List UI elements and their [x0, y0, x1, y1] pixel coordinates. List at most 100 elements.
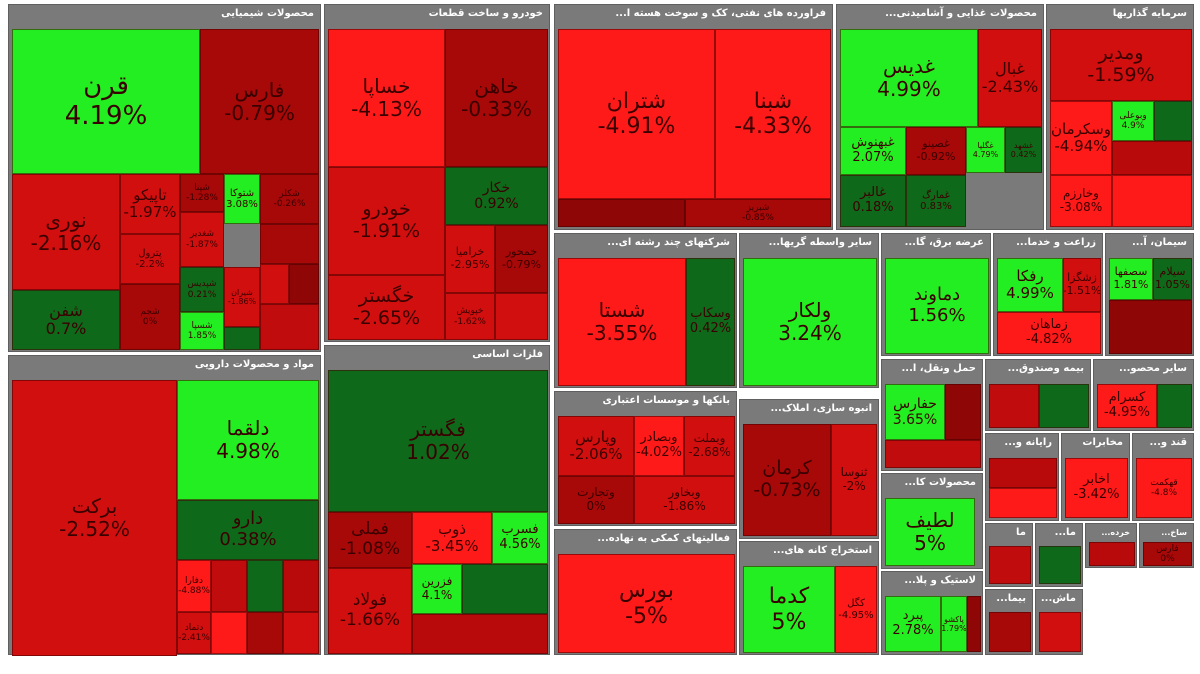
minor-symbol-tile[interactable] — [247, 612, 283, 654]
symbol-tile[interactable]: لطیف 5% — [885, 498, 975, 566]
sector-tile[interactable]: محصولات کا... لطیف 5% — [881, 473, 983, 569]
symbol-tile[interactable]: شتوکا 3.08% — [224, 174, 260, 224]
symbol-tile[interactable]: فارس -0.79% — [200, 29, 319, 174]
minor-symbol-tile[interactable] — [989, 488, 1057, 518]
symbol-tile[interactable]: ومدیر -1.59% — [1050, 29, 1192, 101]
symbol-tile[interactable]: وبملت -2.68% — [684, 416, 735, 476]
symbol-tile[interactable]: وپارس -2.06% — [558, 416, 634, 476]
symbol-tile[interactable]: وتجارت 0% — [558, 476, 634, 524]
minor-symbol-tile[interactable] — [1112, 141, 1192, 175]
minor-symbol-tile[interactable] — [1109, 300, 1192, 354]
symbol-tile[interactable]: سصفها 1.81% — [1109, 258, 1153, 300]
symbol-tile[interactable]: غبال -2.43% — [978, 29, 1042, 127]
sector-othermine[interactable]: سایر محصو... کسرام -4.95% — [1093, 359, 1194, 431]
sector-it[interactable]: رایانه و... — [985, 433, 1059, 521]
symbol-tile[interactable]: غدیس 4.99% — [840, 29, 978, 127]
sector-rubber[interactable]: لاستیک و پلا... پبرد 2.78% پاکشو 1.79% — [881, 571, 983, 655]
minor-symbol-tile[interactable] — [260, 224, 319, 264]
symbol-tile[interactable]: اخابر -3.42% — [1065, 458, 1128, 518]
symbol-tile[interactable]: فولاد -1.66% — [328, 568, 412, 654]
symbol-tile[interactable]: غالبر 0.18% — [840, 175, 906, 227]
symbol-tile[interactable]: غصینو -0.92% — [906, 127, 966, 175]
symbol-tile[interactable]: دارو 0.38% — [177, 500, 319, 560]
sector-invest[interactable]: سرمایه گذاریها ومدیر -1.59% وسکرمان -4.94% وخ… — [1046, 4, 1194, 230]
sector-s_bima[interactable]: بیما... — [985, 589, 1033, 655]
symbol-tile[interactable]: شفن 0.7% — [12, 290, 120, 350]
symbol-tile[interactable]: دماوند 1.56% — [885, 258, 989, 354]
symbol-tile[interactable]: شستا -3.55% — [558, 258, 686, 386]
symbol-tile[interactable]: برکت -2.52% — [12, 380, 177, 656]
symbol-tile[interactable]: دفارا -4.88% — [177, 560, 211, 612]
minor-symbol-tile[interactable] — [462, 564, 548, 614]
minor-symbol-tile[interactable] — [967, 596, 981, 652]
sector-metals[interactable]: فلزات اساسی فگستر 1.02% فملی -1.08% فولاد -1.6… — [324, 345, 550, 655]
symbol-tile[interactable]: خگستر -2.65% — [328, 275, 445, 340]
sector-cement[interactable]: سیمان، آ... سصفها 1.81% سیلام 1.05% — [1105, 233, 1194, 356]
sector-s_sakht[interactable]: ساخ... فارس 0% — [1139, 523, 1194, 568]
sector-chem[interactable]: محصولات شیمیایی قرن 4.19% فارس -0.79% نوری -2.… — [8, 4, 321, 352]
sector-sugar[interactable]: قند و... قهکمت -4.8% — [1132, 433, 1194, 521]
minor-symbol-tile[interactable] — [989, 546, 1031, 584]
symbol-tile[interactable]: کگل -4.95% — [835, 566, 877, 653]
minor-symbol-tile[interactable] — [885, 440, 981, 468]
minor-symbol-tile[interactable] — [558, 199, 685, 227]
symbol-tile[interactable]: ذوب -3.45% — [412, 512, 492, 564]
sector-mining[interactable]: استخراج کانه های... کدما 5% کگل -4.95% — [739, 541, 879, 655]
symbol-tile[interactable]: قهکمت -4.8% — [1136, 458, 1192, 518]
sector-auto[interactable]: خودرو و ساخت قطعات خساپا -4.13% خاهن -0.33% خ… — [324, 4, 550, 342]
minor-symbol-tile[interactable] — [1157, 384, 1192, 428]
symbol-tile[interactable]: سیلام 1.05% — [1153, 258, 1192, 300]
minor-symbol-tile[interactable] — [495, 293, 548, 340]
symbol-tile[interactable]: وسکرمان -4.94% — [1050, 101, 1112, 175]
minor-symbol-tile[interactable] — [1039, 384, 1089, 428]
symbol-tile[interactable]: پبرد 2.78% — [885, 596, 941, 652]
symbol-tile[interactable]: دلقما 4.98% — [177, 380, 319, 500]
sector-aux[interactable]: فعالیتهای کمکی به نهاده... بورس -5% — [554, 529, 737, 655]
sector-food[interactable]: محصولات غذایی و آشامیدنی... غدیس 4.99% غبال… — [836, 4, 1044, 230]
symbol-tile[interactable]: خمحور -0.79% — [495, 225, 548, 293]
minor-symbol-tile[interactable] — [211, 612, 247, 654]
symbol-tile[interactable]: دتماد -2.41% — [177, 612, 211, 654]
symbol-tile[interactable]: تاپیکو -1.97% — [120, 174, 180, 234]
symbol-tile[interactable]: فزرین 4.1% — [412, 564, 462, 614]
sector-s_kharde[interactable]: خرده... — [1085, 523, 1137, 568]
sector-build[interactable]: انبوه سازی، املاک... کرمان -0.73% ثنوسا -2% — [739, 399, 879, 539]
symbol-tile[interactable]: غگلپا 4.79% — [966, 127, 1005, 173]
symbol-tile[interactable]: کسرام -4.95% — [1097, 384, 1157, 428]
sector-insurance[interactable]: بیمه وصندوق... — [985, 359, 1091, 431]
minor-symbol-tile[interactable] — [989, 458, 1057, 488]
symbol-tile[interactable]: وخارزم -3.08% — [1050, 175, 1112, 227]
minor-symbol-tile[interactable] — [1154, 101, 1192, 141]
symbol-tile[interactable]: خاهن -0.33% — [445, 29, 548, 167]
sector-oil[interactable]: فراورده های نفتی، کک و سوخت هسته ا... شتر… — [554, 4, 833, 230]
symbol-tile[interactable]: شتران -4.91% — [558, 29, 715, 199]
sector-transport[interactable]: حمل ونقل، ا... حفارس 3.65% — [881, 359, 983, 471]
symbol-tile[interactable]: فگستر 1.02% — [328, 370, 548, 512]
sector-s_ma[interactable]: ما — [985, 523, 1033, 587]
symbol-tile[interactable]: شپنا -1.28% — [180, 174, 224, 212]
minor-symbol-tile[interactable] — [945, 384, 981, 440]
symbol-tile[interactable]: کرمان -0.73% — [743, 424, 831, 536]
symbol-tile[interactable]: وبوعلی 4.9% — [1112, 101, 1154, 141]
symbol-tile[interactable]: وسکاب 0.42% — [686, 258, 735, 386]
symbol-tile[interactable]: شکلر -0.26% — [260, 174, 319, 224]
symbol-tile[interactable]: قرن 4.19% — [12, 29, 200, 174]
symbol-tile[interactable]: وبخاور -1.86% — [634, 476, 735, 524]
minor-symbol-tile[interactable] — [1112, 175, 1192, 227]
symbol-tile[interactable]: نوری -2.16% — [12, 174, 120, 290]
symbol-tile[interactable]: پاکشو 1.79% — [941, 596, 967, 652]
minor-symbol-tile[interactable] — [1089, 542, 1135, 566]
minor-symbol-tile[interactable] — [412, 614, 548, 654]
symbol-tile[interactable]: شجم 0% — [120, 284, 180, 350]
symbol-tile[interactable]: شبریز -0.85% — [685, 199, 831, 227]
minor-symbol-tile[interactable] — [283, 560, 319, 612]
symbol-tile[interactable]: شیران -1.86% — [224, 267, 260, 327]
symbol-tile[interactable]: ثنوسا -2% — [831, 424, 877, 536]
minor-symbol-tile[interactable] — [260, 264, 289, 304]
symbol-tile[interactable]: شپدیس 0.21% — [180, 267, 224, 312]
symbol-tile[interactable]: غمارگ 0.83% — [906, 175, 966, 227]
symbol-tile[interactable]: خکار 0.92% — [445, 167, 548, 225]
minor-symbol-tile[interactable] — [247, 560, 283, 612]
minor-symbol-tile[interactable] — [289, 264, 319, 304]
symbol-tile[interactable]: فملی -1.08% — [328, 512, 412, 568]
